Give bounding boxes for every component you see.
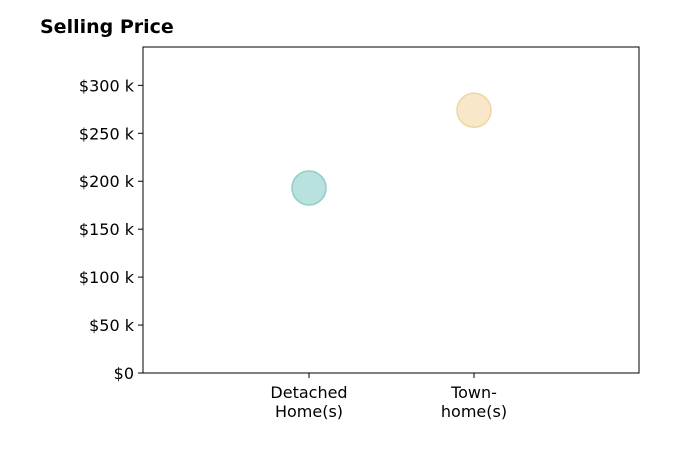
plot-frame bbox=[142, 46, 640, 374]
data-points bbox=[291, 92, 492, 206]
y-tick-label: $200 k bbox=[79, 172, 135, 191]
data-point bbox=[291, 170, 327, 206]
y-tick-label: $0 bbox=[114, 364, 134, 383]
y-axis: $0 $50 k $100 k $150 k $200 k $250 k $300 k bbox=[79, 76, 143, 383]
y-tick-label: $300 k bbox=[79, 76, 135, 95]
chart-title: Selling Price bbox=[40, 16, 174, 38]
x-tick-label: Town-home(s) bbox=[441, 383, 507, 421]
x-tick-label: Detached Home(s) bbox=[270, 383, 347, 421]
y-tick-label: $150 k bbox=[79, 220, 135, 239]
y-tick-label: $100 k bbox=[79, 268, 135, 287]
y-tick-label: $50 k bbox=[89, 316, 135, 335]
data-point bbox=[456, 92, 492, 129]
y-tick-label: $250 k bbox=[79, 124, 135, 143]
x-axis: Detached Home(s) Town-home(s) bbox=[270, 373, 507, 421]
